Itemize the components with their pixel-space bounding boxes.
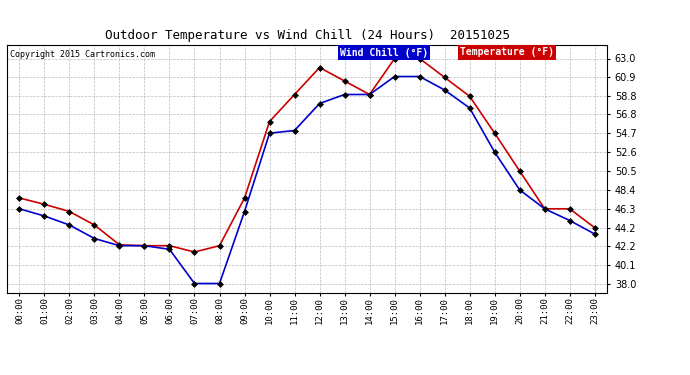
Title: Outdoor Temperature vs Wind Chill (24 Hours)  20151025: Outdoor Temperature vs Wind Chill (24 Ho… [105,30,509,42]
Text: Wind Chill (°F): Wind Chill (°F) [340,48,428,57]
Text: Temperature (°F): Temperature (°F) [460,48,554,57]
Text: Copyright 2015 Cartronics.com: Copyright 2015 Cartronics.com [10,50,155,59]
